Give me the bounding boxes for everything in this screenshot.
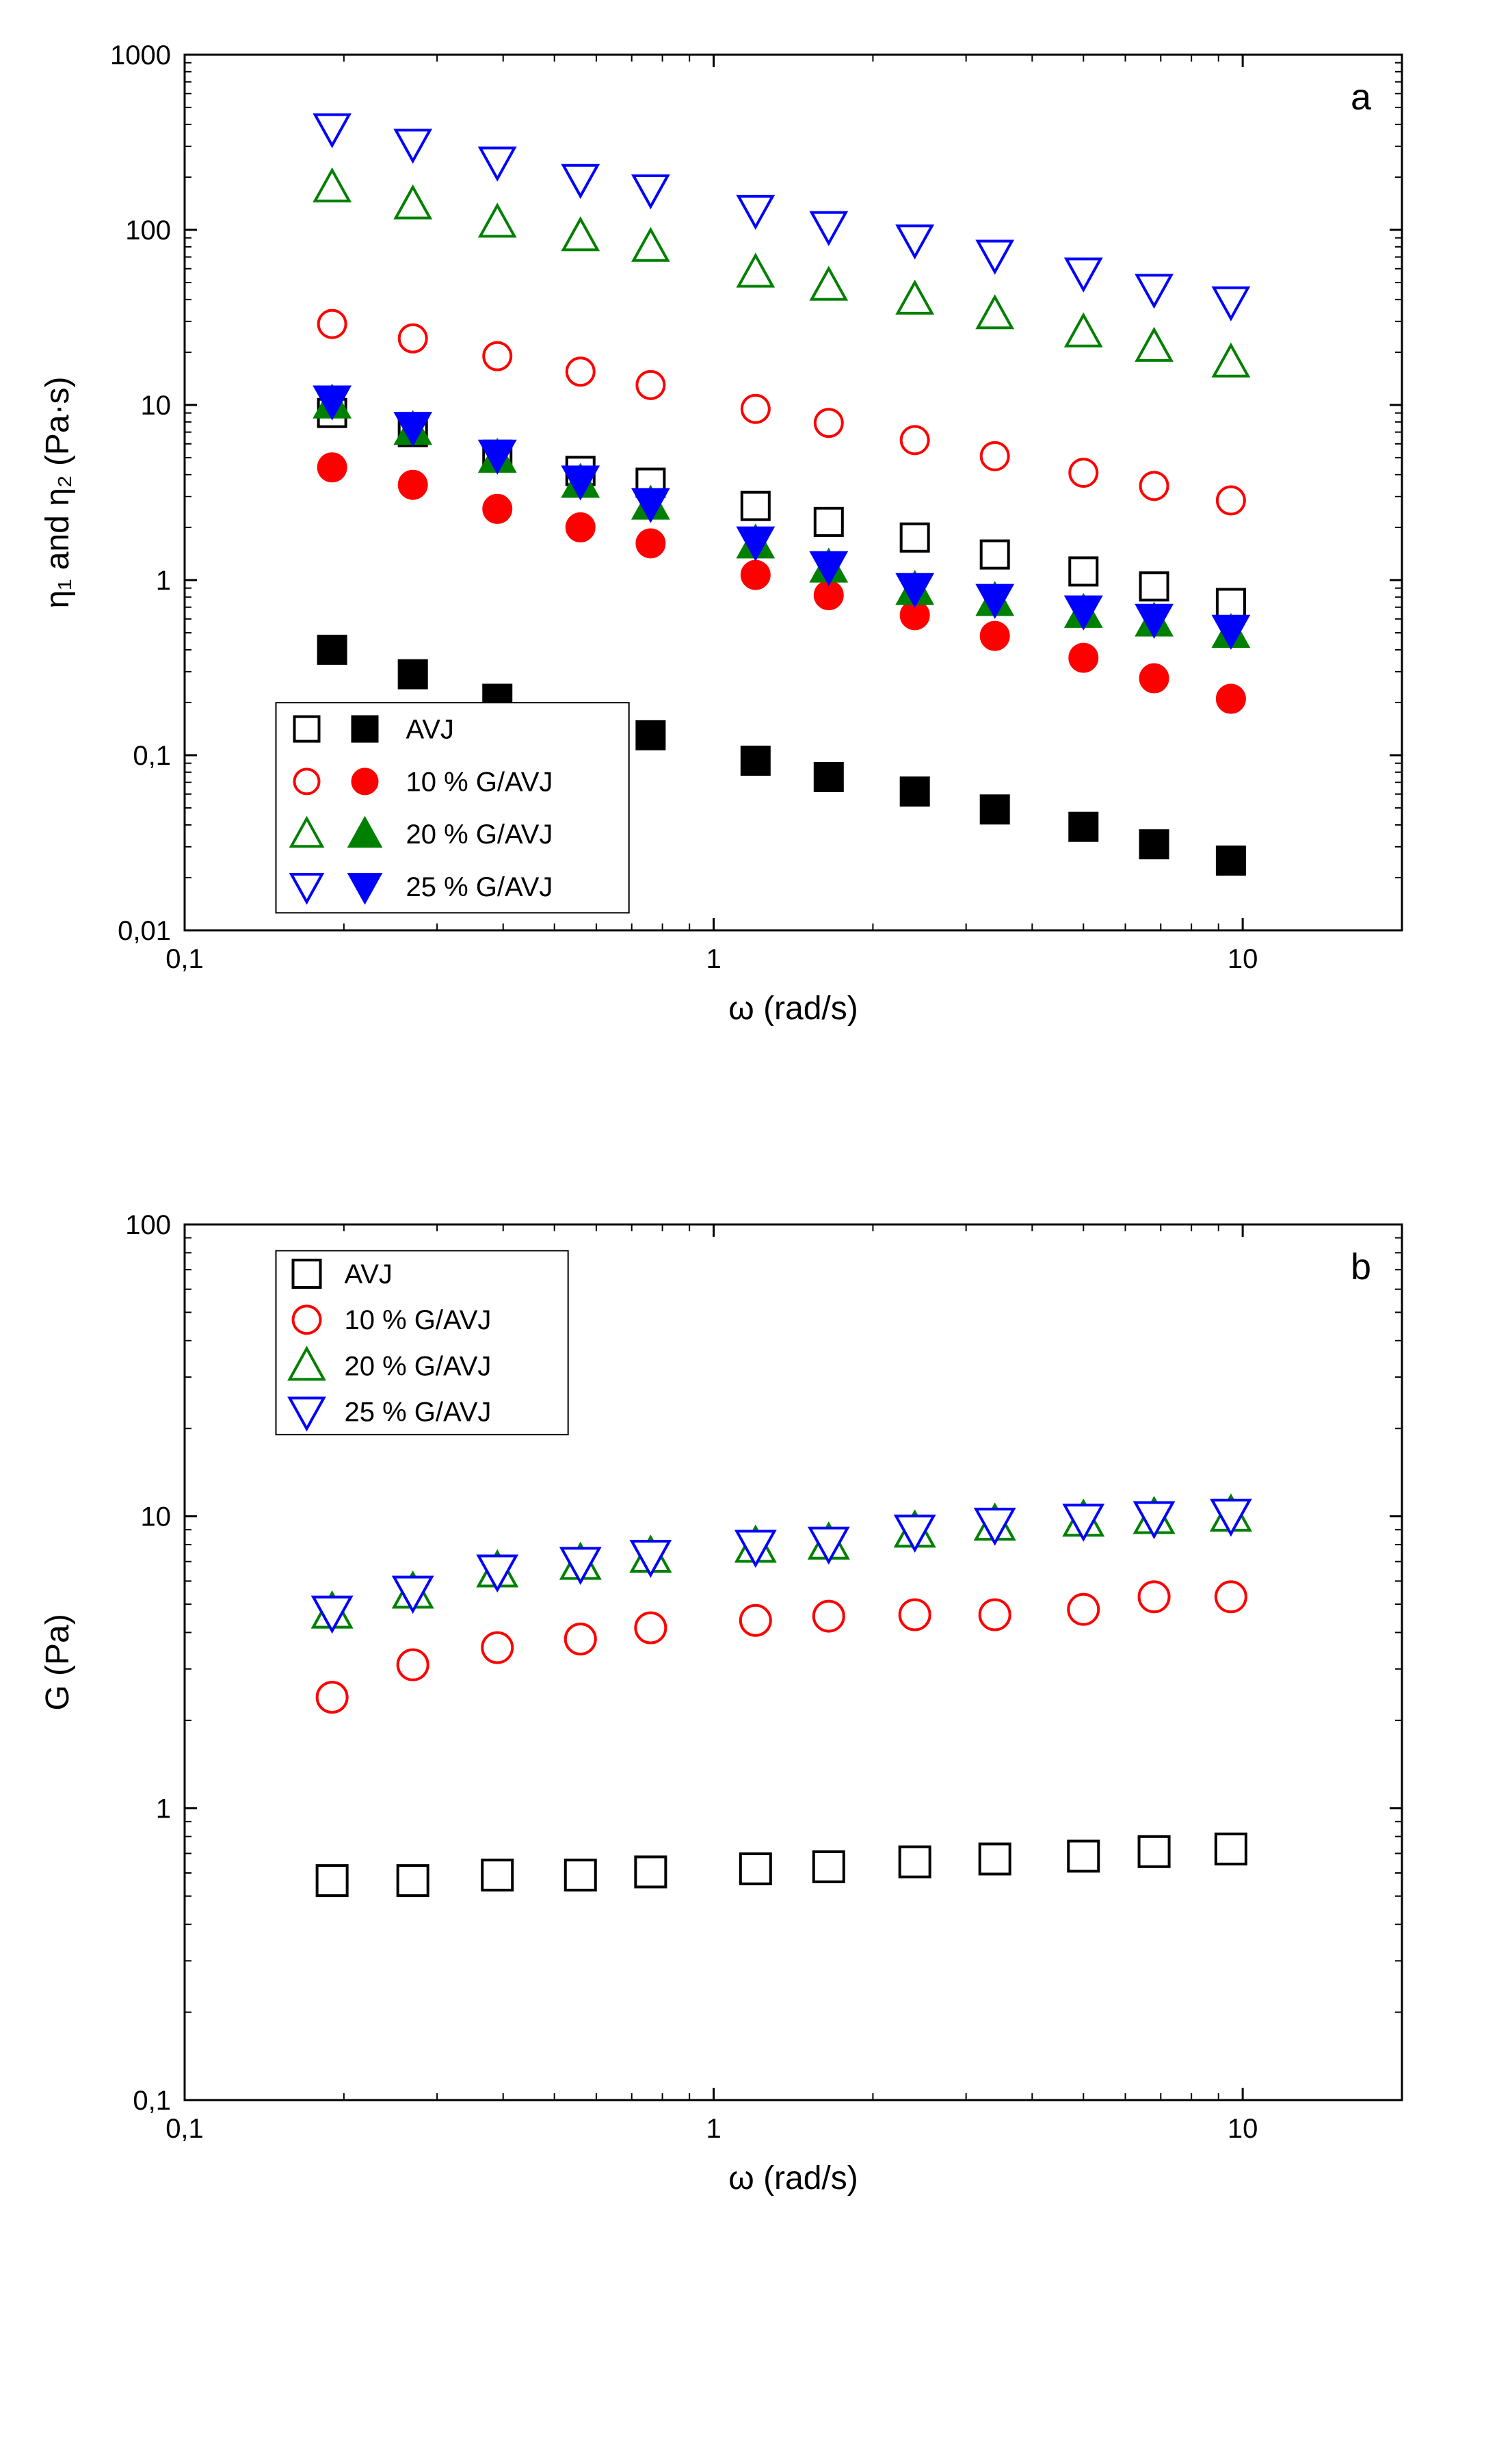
plot-b-container: 0,1 1 10 0,1 1 10 100 ω (rad/s) G (Pa) b AVJ 10 % G… (27, 1197, 1483, 2230)
svg-text:10: 10 (141, 391, 172, 421)
legend-label: 25 % G/AVJ (345, 1398, 492, 1428)
x-axis-label: ω (rad/s) (728, 2160, 858, 2197)
legend-label: AVJ (406, 715, 454, 745)
svg-text:1: 1 (706, 2114, 721, 2144)
x-axis-label: ω (rad/s) (728, 991, 858, 1027)
svg-text:0,1: 0,1 (133, 2086, 171, 2116)
legend-label: 20 % G/AVJ (406, 820, 553, 850)
legend-label: 20 % G/AVJ (345, 1351, 492, 1381)
figure: 0,11100,010,11101001000ω (rad/s)η₁ and η… (27, 27, 1483, 2230)
svg-text:0,1: 0,1 (165, 944, 204, 974)
legend-label: 10 % G/AVJ (345, 1305, 492, 1335)
svg-text:100: 100 (125, 215, 171, 246)
y-axis-label: η₁ and η₂ (Pa·s) (40, 377, 76, 609)
svg-text:100: 100 (125, 1210, 171, 1240)
chart-a: 0,11100,010,11101001000ω (rad/s)η₁ and η… (27, 27, 1470, 1060)
legend-label: 25 % G/AVJ (406, 872, 553, 902)
svg-text:0,1: 0,1 (133, 741, 171, 771)
panel-label: a (1351, 77, 1372, 118)
svg-text:0,1: 0,1 (165, 2114, 204, 2144)
svg-text:1000: 1000 (110, 40, 171, 70)
legend-label: AVJ (345, 1259, 393, 1289)
svg-text:10: 10 (141, 1502, 172, 1532)
legend-label: 10 % G/AVJ (406, 767, 553, 797)
y-axis-label: G (Pa) (40, 1614, 76, 1710)
panel-label: b (1351, 1246, 1371, 1287)
svg-text:10: 10 (1228, 2114, 1258, 2144)
svg-text:1: 1 (156, 566, 171, 596)
chart-b: 0,1 1 10 0,1 1 10 100 ω (rad/s) G (Pa) b AVJ 10 % G… (27, 1197, 1470, 2230)
plot-a-container: 0,11100,010,11101001000ω (rad/s)η₁ and η… (27, 27, 1483, 1060)
svg-text:0,01: 0,01 (118, 916, 171, 946)
svg-text:1: 1 (706, 944, 721, 974)
svg-text:10: 10 (1228, 944, 1258, 974)
svg-text:1: 1 (156, 1794, 171, 1824)
